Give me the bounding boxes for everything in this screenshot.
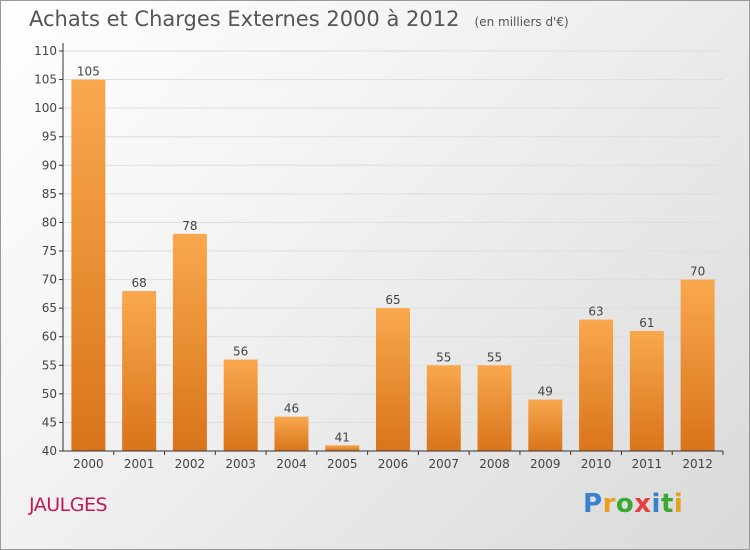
bar <box>274 416 309 451</box>
y-tick-label: 45 <box>42 415 57 429</box>
x-tick-label: 2011 <box>632 457 663 471</box>
bar <box>325 445 360 451</box>
bar-layer: 105 68 78 56 46 41 65 55 55 49 63 61 70 <box>71 65 715 452</box>
y-tick-label: 95 <box>42 130 57 144</box>
bar <box>122 291 157 451</box>
bar <box>376 308 410 451</box>
x-tick-label: 2008 <box>479 457 510 471</box>
bar <box>629 331 664 451</box>
axis-layer: 40 45 50 55 60 65 70 75 80 85 90 95 100 105 110 2000 200… <box>34 43 724 471</box>
logo-letter: i <box>673 489 684 519</box>
bar <box>426 365 461 451</box>
bar <box>680 279 715 451</box>
logo-letter: P <box>583 489 603 519</box>
y-tick-label: 75 <box>42 244 57 258</box>
bar-value-label: 55 <box>436 350 451 364</box>
x-tick-label: 2001 <box>124 457 155 471</box>
title-row: Achats et Charges Externes 2000 à 2012 (… <box>29 7 569 31</box>
y-tick-label: 80 <box>42 215 57 229</box>
bar-value-label: 70 <box>690 265 705 279</box>
x-tick-label: 2004 <box>276 457 307 471</box>
logo-letter: i <box>651 489 661 519</box>
y-tick-label: 65 <box>42 301 57 315</box>
bar-value-label: 78 <box>182 219 197 233</box>
commune-name: JAULGES <box>29 494 108 516</box>
x-tick-label: 2005 <box>327 457 358 471</box>
x-tick-label: 2007 <box>428 457 459 471</box>
logo-letter: x <box>634 489 652 519</box>
chart-title: Achats et Charges Externes 2000 à 2012 <box>29 7 460 31</box>
bar-value-label: 46 <box>284 402 299 416</box>
x-tick-label: 2010 <box>581 457 612 471</box>
y-tick-label: 85 <box>42 187 57 201</box>
y-tick-label: 60 <box>42 330 57 344</box>
bar-value-label: 56 <box>233 345 248 359</box>
bar <box>172 233 207 451</box>
chart-unit: (en milliers d'€) <box>474 15 569 29</box>
logo-letter: o <box>615 489 635 519</box>
bar-value-label: 41 <box>335 430 350 444</box>
y-tick-label: 105 <box>34 73 57 87</box>
bar-value-label: 63 <box>588 305 603 319</box>
y-tick-label: 110 <box>34 44 57 58</box>
bar-value-label: 105 <box>77 65 100 79</box>
x-tick-label: 2003 <box>225 457 256 471</box>
x-tick-label: 2002 <box>175 457 206 471</box>
bar-value-label: 65 <box>385 293 400 307</box>
x-tick-label: 2009 <box>530 457 561 471</box>
x-tick-label: 2000 <box>73 457 104 471</box>
x-tick-label: 2012 <box>682 457 713 471</box>
y-tick-label: 40 <box>42 444 57 458</box>
y-tick-label: 90 <box>42 158 57 172</box>
bar <box>223 359 258 451</box>
bar <box>71 79 106 452</box>
bar-value-label: 68 <box>132 276 147 290</box>
bar-value-label: 61 <box>639 316 654 330</box>
y-tick-label: 50 <box>42 387 57 401</box>
logo-letter: t <box>660 489 674 519</box>
y-tick-label: 100 <box>34 101 57 115</box>
bar <box>477 365 512 451</box>
logo-letter: r <box>602 489 616 519</box>
bar-value-label: 55 <box>487 350 502 364</box>
y-tick-label: 70 <box>42 273 57 287</box>
x-tick-label: 2006 <box>378 457 409 471</box>
y-tick-label: 55 <box>42 358 57 372</box>
bar-value-label: 49 <box>538 385 553 399</box>
bar <box>528 399 563 451</box>
proxiti-logo[interactable]: Proxiti <box>583 489 683 519</box>
bar <box>579 319 614 451</box>
